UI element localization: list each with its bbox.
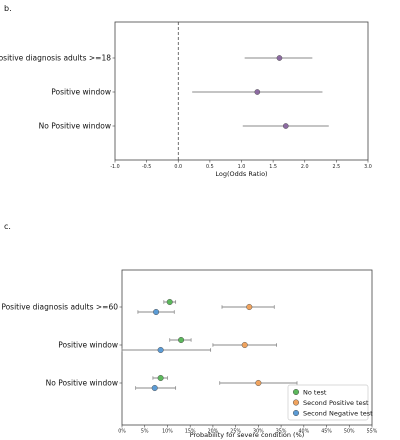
panel-c-point [157,374,164,382]
panel-b-category-label: Positive diagnosis adults >=18 [0,54,111,63]
panel-c-legend-marker [292,399,300,406]
panel-b-category-label: Positive window [51,88,111,97]
panel-c-point [241,341,248,349]
panel-c-point [153,308,160,316]
panel-c-legend-label: No test [303,388,327,396]
panel-c-legend-label: Second Negative test [303,409,373,417]
panel-b-point [276,55,283,61]
panel-b-category-label: No Positive window [39,122,111,131]
panel-c-xtick-label: 45% [321,429,332,435]
panel-c-category-label: Positive window [58,341,118,350]
panel-b-xlabel: Log(Odds Ratio) [215,170,267,178]
panel-c-point [166,298,173,306]
panel-c-legend: No test Second Positive test Second Negati… [287,384,373,421]
panel-b-xtick-label: 3.0 [364,164,372,170]
panel-c-xtick-label: 25% [230,429,241,435]
panel-c-legend-box [287,384,369,421]
panel-c-legend-label: Second Positive test [303,399,369,407]
panel-c-category-label: Positive diagnosis adults >=60 [1,303,118,312]
panel-c-xtick-label: 35% [276,429,287,435]
panel-c-xtick-label: 15% [185,429,196,435]
panel-c: c. 0% 5% 10% 15% 20% 25% 30% 35% 40% 45% 50% 55% Pos… [1,222,377,439]
panel-b-xtick-label: 2.0 [301,164,309,170]
panel-c-xtick-label: 30% [253,429,264,435]
panel-b-point [254,89,261,95]
panel-c-point [178,336,185,344]
panel-c-plot-frame [121,269,373,426]
panel-b-xtick-label: -1.0 [110,164,119,170]
panel-c-legend-marker [292,388,300,396]
panel-c-point [157,346,164,354]
panel-c-content: 0% 5% 10% 15% 20% 25% 30% 35% 40% 45% 50% 55% Positi… [1,298,378,435]
panel-c-xtick-label: 0% [118,429,126,435]
panel-c-category-label: No Positive window [46,379,118,388]
panel-b-point [282,123,289,129]
panel-b-xtick-label: 2.5 [333,164,341,170]
panel-c-xlabel: Probability for severe condition (%) [190,431,305,439]
panel-b-xtick-label: 0.5 [206,164,214,170]
panel-b: b. -1.0 -0.5 0.0 0.5 1.0 1.5 2.0 2.5 3.0 Positive… [0,4,372,178]
panel-c-point [246,303,253,311]
panel-c-point [151,384,158,392]
panel-c-xtick-label: 20% [208,429,219,435]
panel-b-xtick-label: 0.0 [174,164,182,170]
panel-c-xtick-label: 55% [367,429,378,435]
panel-c-xtick-label: 5% [141,429,149,435]
panel-c-xtick-label: 50% [344,429,355,435]
panel-b-xtick-label: -0.5 [142,164,151,170]
panel-c-point [255,379,262,387]
panel-c-xtick-label: 40% [298,429,309,435]
panel-b-letter: b. [4,4,12,13]
panel-c-xtick-label: 10% [162,429,173,435]
panel-b-content: -1.0 -0.5 0.0 0.5 1.0 1.5 2.0 2.5 3.0 Positive di… [0,22,372,170]
panel-b-xtick-label: 1.0 [238,164,246,170]
panel-c-legend-marker [292,409,300,417]
panel-b-xtick-label: 1.5 [269,164,277,170]
panel-c-letter: c. [4,222,11,231]
panel-b-plot-frame [114,21,369,161]
